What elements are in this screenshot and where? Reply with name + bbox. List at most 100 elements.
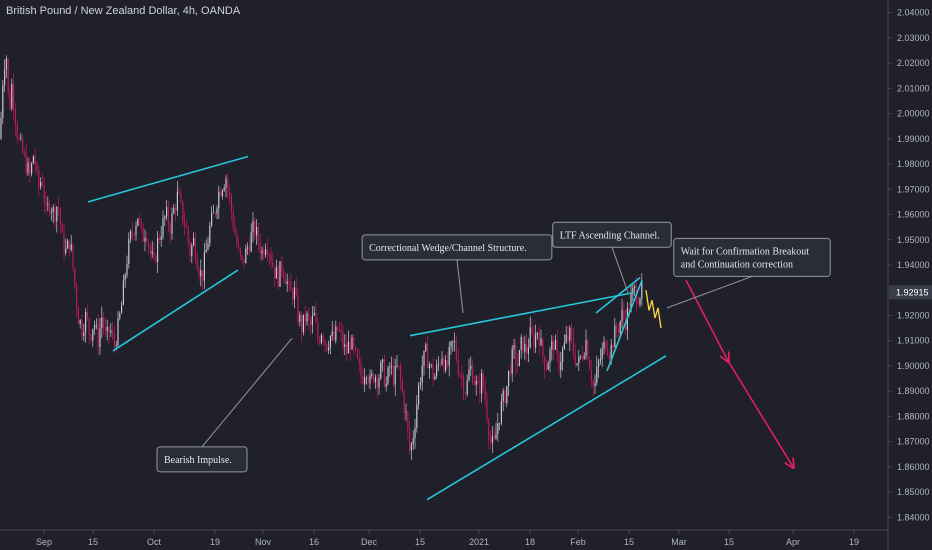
candle	[455, 334, 457, 362]
callout-pointer	[666, 275, 753, 309]
x-tick-label: 15	[724, 537, 734, 547]
candle	[175, 203, 177, 222]
x-tick-label: 2021	[469, 537, 489, 547]
candle	[614, 317, 616, 348]
candle	[58, 196, 60, 216]
candle	[121, 301, 123, 314]
candle	[311, 305, 313, 334]
candle	[583, 352, 585, 361]
candle	[482, 370, 484, 391]
candle	[500, 393, 502, 426]
candle	[317, 317, 319, 345]
y-tick-label: 1.94000	[897, 260, 930, 270]
candle	[545, 358, 547, 372]
candle	[380, 359, 382, 380]
x-tick-label: Apr	[786, 537, 800, 547]
candle	[139, 213, 141, 227]
candle	[236, 229, 238, 248]
candle	[587, 338, 589, 362]
y-tick-label: 1.96000	[897, 210, 930, 220]
candle	[86, 304, 88, 322]
candle	[376, 374, 378, 399]
candle	[553, 335, 555, 361]
candle	[38, 165, 40, 197]
candle	[171, 207, 173, 240]
candle	[272, 252, 274, 268]
candle	[419, 377, 421, 390]
candle	[229, 184, 231, 205]
candle	[178, 186, 180, 195]
annotation-callout[interactable]: Bearish Impulse.	[156, 337, 293, 473]
y-tick-label: 1.92000	[897, 310, 930, 320]
candle	[599, 348, 601, 365]
candle	[488, 417, 490, 450]
candle	[32, 155, 34, 165]
x-tick-label: 16	[309, 537, 319, 547]
y-tick-label: 1.85000	[897, 487, 930, 497]
trendline[interactable]	[409, 291, 634, 337]
candle	[36, 160, 38, 176]
candle	[99, 317, 101, 355]
candle	[88, 317, 90, 345]
candle	[484, 378, 486, 408]
candle	[50, 207, 52, 221]
x-tick-label: 19	[849, 537, 859, 547]
candle	[18, 135, 20, 141]
candle	[31, 161, 33, 177]
trendline[interactable]	[606, 279, 643, 372]
candle	[392, 357, 394, 388]
trendline[interactable]	[595, 276, 641, 314]
candle	[398, 365, 400, 370]
candle	[0, 111, 2, 141]
candle	[477, 375, 479, 385]
annotation-callout[interactable]: Wait for Confirmation Breakout and Contin…	[666, 237, 831, 309]
candle	[457, 348, 459, 378]
candle	[131, 221, 133, 241]
callout-box	[552, 221, 672, 248]
projection-arrow[interactable]	[727, 360, 793, 467]
candle	[13, 73, 15, 120]
candle	[355, 345, 357, 353]
annotation-callout[interactable]: Correctional Wedge/Channel Structure.	[361, 234, 553, 314]
y-axis[interactable]: 2.04000 2.03000 2.02000 2.01000 2.00000 1.990…	[888, 8, 930, 523]
y-tick-label: 1.90000	[897, 361, 930, 371]
trendline[interactable]	[87, 155, 249, 203]
candle	[320, 333, 322, 345]
x-tick-label: 15	[415, 537, 425, 547]
candle	[329, 335, 331, 355]
candle	[551, 335, 553, 361]
candle	[481, 368, 483, 403]
candle	[479, 373, 481, 404]
y-tick-label: 1.87000	[897, 437, 930, 447]
candle	[211, 206, 213, 228]
projection-arrow[interactable]	[685, 279, 728, 361]
candle	[299, 311, 301, 327]
candle	[563, 334, 565, 351]
candle	[209, 221, 211, 247]
candle	[302, 314, 304, 336]
candle	[549, 346, 551, 373]
candle	[497, 413, 499, 442]
candle	[275, 259, 277, 279]
trendline[interactable]	[426, 355, 667, 501]
candle	[2, 80, 4, 124]
candle	[423, 350, 425, 376]
candle	[493, 427, 495, 442]
trendline[interactable]	[112, 269, 239, 352]
annotation-callout[interactable]: LTF Ascending Channel.	[552, 221, 672, 293]
candle	[230, 193, 232, 221]
candle	[160, 226, 162, 247]
candle	[472, 358, 474, 386]
candle	[130, 229, 132, 244]
candle	[421, 355, 423, 391]
candle	[509, 363, 511, 377]
x-axis[interactable]: Sep 15 Oct 19 Nov 16 Dec 15 2021 18 Feb 15 Mar 15 Apr 1…	[36, 530, 859, 547]
candle	[202, 270, 204, 291]
candle	[220, 187, 222, 197]
candle	[328, 340, 330, 354]
candle	[257, 222, 259, 252]
candle	[250, 223, 252, 253]
candle	[572, 327, 574, 360]
candle	[241, 254, 243, 264]
